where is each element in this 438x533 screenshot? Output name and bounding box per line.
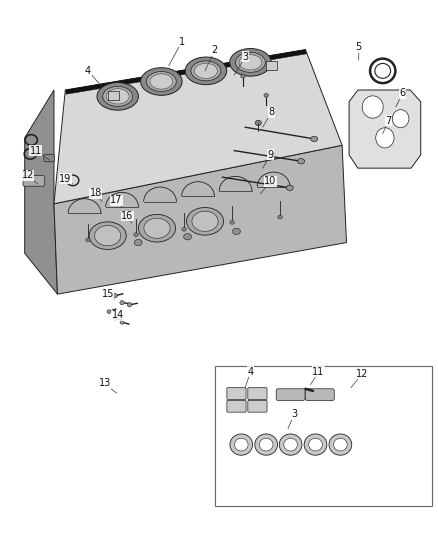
Text: 14: 14 (112, 309, 124, 320)
Text: 7: 7 (383, 116, 392, 134)
Text: 13: 13 (99, 378, 117, 393)
Ellipse shape (120, 301, 124, 305)
Bar (108, 91, 119, 100)
Ellipse shape (234, 438, 248, 451)
Ellipse shape (141, 68, 182, 95)
Text: 15: 15 (102, 289, 114, 300)
Ellipse shape (230, 221, 234, 224)
Polygon shape (25, 90, 57, 294)
Polygon shape (65, 50, 306, 94)
Polygon shape (54, 50, 342, 204)
FancyBboxPatch shape (227, 400, 246, 412)
Text: 12: 12 (21, 170, 38, 184)
Ellipse shape (255, 120, 261, 126)
Text: 4: 4 (85, 66, 101, 86)
Ellipse shape (392, 110, 409, 128)
Ellipse shape (233, 228, 240, 235)
Text: 2: 2 (205, 45, 218, 71)
Text: 8: 8 (263, 107, 275, 127)
Ellipse shape (103, 86, 133, 107)
Bar (215, 367, 432, 506)
Text: 17: 17 (110, 195, 123, 207)
Ellipse shape (106, 89, 129, 104)
Ellipse shape (134, 239, 142, 246)
Ellipse shape (329, 434, 352, 455)
Ellipse shape (89, 222, 126, 249)
Text: 3: 3 (234, 52, 248, 75)
Ellipse shape (113, 317, 117, 320)
Ellipse shape (150, 74, 173, 89)
Ellipse shape (334, 438, 347, 451)
Ellipse shape (230, 434, 253, 455)
Ellipse shape (127, 303, 132, 307)
Text: 19: 19 (59, 174, 73, 184)
Ellipse shape (311, 136, 318, 142)
Text: 11: 11 (29, 146, 49, 160)
Ellipse shape (286, 185, 293, 190)
Ellipse shape (134, 233, 138, 237)
Ellipse shape (120, 320, 124, 324)
Ellipse shape (279, 434, 302, 455)
Ellipse shape (284, 438, 297, 451)
Ellipse shape (187, 207, 223, 235)
Text: 10: 10 (261, 176, 277, 193)
Ellipse shape (191, 61, 221, 81)
Ellipse shape (230, 49, 271, 76)
Ellipse shape (95, 225, 121, 246)
FancyBboxPatch shape (248, 387, 267, 399)
Text: 6: 6 (396, 88, 406, 107)
Text: 16: 16 (121, 211, 134, 223)
Text: 11: 11 (311, 367, 325, 384)
Text: 12: 12 (351, 369, 368, 387)
Polygon shape (349, 90, 421, 168)
Ellipse shape (255, 434, 278, 455)
FancyBboxPatch shape (227, 387, 246, 399)
Ellipse shape (86, 238, 90, 242)
Ellipse shape (309, 438, 322, 451)
FancyBboxPatch shape (23, 175, 45, 186)
Ellipse shape (362, 96, 383, 118)
Ellipse shape (184, 233, 191, 240)
Ellipse shape (236, 52, 265, 72)
Text: 18: 18 (90, 188, 102, 201)
Text: 5: 5 (356, 43, 362, 60)
FancyBboxPatch shape (305, 389, 334, 400)
Ellipse shape (278, 215, 283, 219)
Ellipse shape (144, 218, 170, 238)
Ellipse shape (97, 83, 138, 110)
Ellipse shape (113, 294, 117, 298)
FancyBboxPatch shape (248, 400, 267, 412)
Ellipse shape (138, 214, 176, 242)
Ellipse shape (239, 55, 262, 70)
Ellipse shape (241, 74, 245, 78)
Ellipse shape (297, 159, 304, 164)
Ellipse shape (185, 57, 226, 85)
Ellipse shape (107, 310, 111, 313)
Ellipse shape (376, 128, 394, 148)
Text: 1: 1 (169, 37, 185, 66)
Ellipse shape (182, 228, 186, 231)
FancyBboxPatch shape (276, 389, 305, 400)
Ellipse shape (194, 63, 217, 78)
Polygon shape (54, 146, 346, 294)
Text: 9: 9 (263, 150, 274, 168)
Text: 3: 3 (288, 409, 297, 429)
FancyBboxPatch shape (44, 155, 54, 162)
Ellipse shape (304, 434, 327, 455)
Text: 4: 4 (245, 367, 254, 387)
Ellipse shape (192, 211, 218, 231)
Ellipse shape (264, 93, 268, 97)
Ellipse shape (146, 71, 177, 92)
Ellipse shape (259, 438, 273, 451)
Bar (266, 61, 277, 70)
